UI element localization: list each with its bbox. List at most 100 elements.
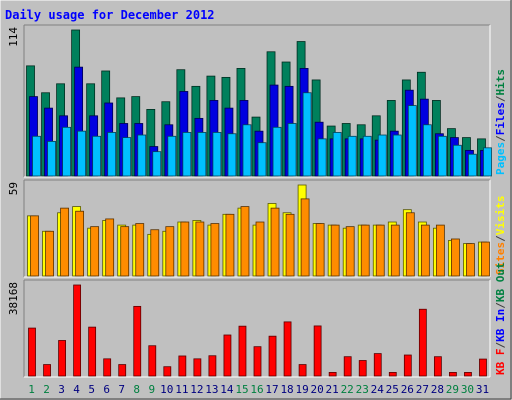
- legend-entry: Pages: [494, 142, 507, 175]
- panel-legend: KB F/KB In/KB Out: [494, 262, 507, 375]
- panel-max-label: 38168: [7, 282, 20, 315]
- bar: [227, 133, 237, 177]
- bar: [433, 356, 442, 377]
- x-tick-label: 12: [190, 383, 203, 396]
- x-tick-label: 6: [103, 383, 110, 396]
- bar: [47, 141, 56, 177]
- bar: [62, 126, 71, 177]
- bar: [122, 137, 132, 177]
- bar: [193, 358, 202, 377]
- bar: [362, 135, 372, 177]
- x-tick-label: 16: [250, 383, 263, 396]
- bar: [120, 226, 130, 277]
- bar: [437, 135, 447, 177]
- x-tick-label: 9: [148, 383, 155, 396]
- bar: [287, 123, 297, 177]
- bar: [390, 224, 400, 277]
- bar: [223, 334, 232, 377]
- x-axis: 1 2 3 4 5 6 7 8 9 10 11 12 13 14 15 16 17 18 19 20 21 22 23 24 2…: [28, 383, 489, 396]
- panel-max-label: 59: [7, 182, 20, 195]
- x-tick-label: 4: [73, 383, 80, 396]
- bar: [73, 284, 82, 377]
- x-tick-label: 17: [265, 383, 278, 396]
- bar: [407, 105, 417, 177]
- panel-kb: 38168 KB F/KB In/KB Out: [7, 262, 507, 378]
- bar: [302, 92, 312, 177]
- x-tick-label: 21: [326, 383, 339, 396]
- bar: [133, 305, 142, 377]
- bar: [92, 135, 102, 177]
- x-tick-label: 25: [386, 383, 399, 396]
- bar: [360, 224, 370, 277]
- panel-max-label: 114: [7, 27, 20, 47]
- bar: [300, 198, 310, 277]
- x-tick-label: 18: [280, 383, 293, 396]
- x-tick-label: 28: [431, 383, 444, 396]
- bar: [285, 213, 295, 277]
- panel-legend: Pages/Files/Hits: [494, 69, 507, 175]
- bar: [77, 130, 87, 177]
- bar: [451, 238, 460, 277]
- bar: [422, 124, 432, 177]
- x-tick-label: 29: [446, 383, 459, 396]
- bar: [167, 135, 177, 177]
- x-tick-label: 23: [356, 383, 369, 396]
- bar: [483, 147, 492, 177]
- bar: [135, 223, 145, 277]
- bar: [28, 327, 36, 377]
- bar: [435, 224, 445, 277]
- x-tick-label: 2: [43, 383, 50, 396]
- legend-entry: /: [494, 95, 507, 102]
- bar: [148, 345, 157, 377]
- x-tick-label: 1: [28, 383, 35, 396]
- legend-entry: Visits: [494, 196, 507, 236]
- bar: [272, 126, 282, 177]
- series-sites: [30, 198, 490, 277]
- bar: [195, 221, 205, 277]
- bar: [343, 356, 352, 377]
- bar: [212, 132, 222, 177]
- chart-panels: 114 Pages/Files/Hits 59 Sites/Visits 38168 KB…: [7, 24, 507, 378]
- x-tick-label: 24: [371, 383, 385, 396]
- bar: [453, 144, 462, 177]
- bar: [75, 210, 85, 277]
- x-tick-label: 31: [476, 383, 489, 396]
- bar: [375, 224, 385, 277]
- x-tick-label: 5: [88, 383, 95, 396]
- series-pages: [32, 92, 492, 177]
- bar: [58, 340, 66, 377]
- legend-entry: /: [494, 135, 507, 142]
- bar: [347, 135, 357, 177]
- x-tick-label: 15: [235, 383, 248, 396]
- bar: [118, 364, 127, 377]
- legend-entry: /: [494, 235, 507, 242]
- x-tick-label: 27: [416, 383, 429, 396]
- bar: [358, 360, 367, 377]
- panel-visits-sites: 59 Sites/Visits: [7, 179, 507, 278]
- x-tick-label: 7: [118, 383, 125, 396]
- bar: [178, 355, 187, 377]
- bar: [345, 226, 355, 277]
- legend-entry: KB In: [494, 309, 507, 342]
- legend-entry: KB F: [494, 349, 507, 376]
- bar: [481, 241, 490, 277]
- bar: [90, 226, 100, 277]
- x-tick-label: 26: [401, 383, 414, 396]
- bar: [240, 206, 250, 277]
- bar: [165, 226, 175, 277]
- bar: [182, 132, 192, 177]
- bar: [257, 142, 267, 177]
- series-kb-f: [28, 284, 487, 377]
- legend-entry: /: [494, 342, 507, 349]
- bar: [392, 134, 402, 177]
- x-tick-label: 14: [220, 383, 234, 396]
- bar: [60, 207, 69, 277]
- bar: [313, 325, 322, 377]
- bar: [197, 132, 207, 177]
- bar: [210, 223, 220, 277]
- bar: [332, 132, 342, 177]
- bar: [466, 243, 475, 277]
- panel-legend: Sites/Visits: [494, 196, 507, 276]
- bar: [107, 132, 117, 177]
